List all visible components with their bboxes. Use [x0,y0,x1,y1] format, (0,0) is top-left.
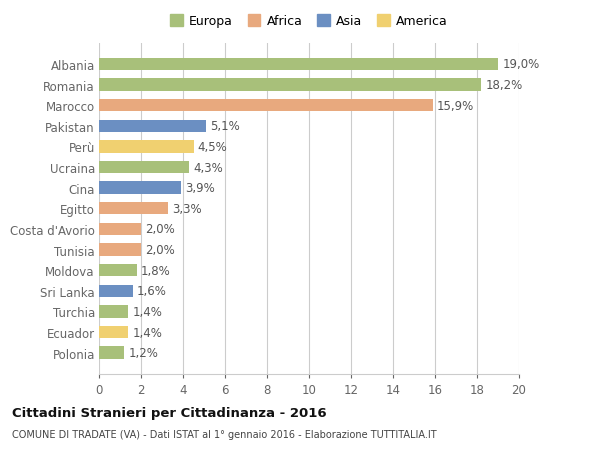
Text: 1,4%: 1,4% [133,326,163,339]
Bar [99,120,206,133]
Bar [99,203,168,215]
Text: 18,2%: 18,2% [485,79,523,92]
Bar [99,306,128,318]
Text: 15,9%: 15,9% [437,100,475,112]
Text: 1,8%: 1,8% [141,264,171,277]
Text: 1,6%: 1,6% [137,285,167,297]
Legend: Europa, Africa, Asia, America: Europa, Africa, Asia, America [167,13,451,31]
Text: 3,3%: 3,3% [173,202,202,215]
Text: 1,4%: 1,4% [133,305,163,318]
Bar [99,162,190,174]
Text: 2,0%: 2,0% [145,223,175,236]
Text: 2,0%: 2,0% [145,244,175,257]
Text: COMUNE DI TRADATE (VA) - Dati ISTAT al 1° gennaio 2016 - Elaborazione TUTTITALIA: COMUNE DI TRADATE (VA) - Dati ISTAT al 1… [12,429,437,439]
Bar [99,59,498,71]
Bar [99,182,181,195]
Bar [99,141,193,153]
Text: 1,2%: 1,2% [128,347,158,359]
Bar [99,223,141,235]
Bar [99,100,433,112]
Bar [99,326,128,338]
Text: 19,0%: 19,0% [502,58,539,71]
Bar [99,244,141,256]
Text: 4,3%: 4,3% [193,161,223,174]
Bar [99,285,133,297]
Text: 3,9%: 3,9% [185,182,215,195]
Text: Cittadini Stranieri per Cittadinanza - 2016: Cittadini Stranieri per Cittadinanza - 2… [12,406,326,419]
Text: 5,1%: 5,1% [211,120,240,133]
Bar [99,79,481,91]
Text: 4,5%: 4,5% [198,140,227,154]
Bar [99,264,137,277]
Bar [99,347,124,359]
